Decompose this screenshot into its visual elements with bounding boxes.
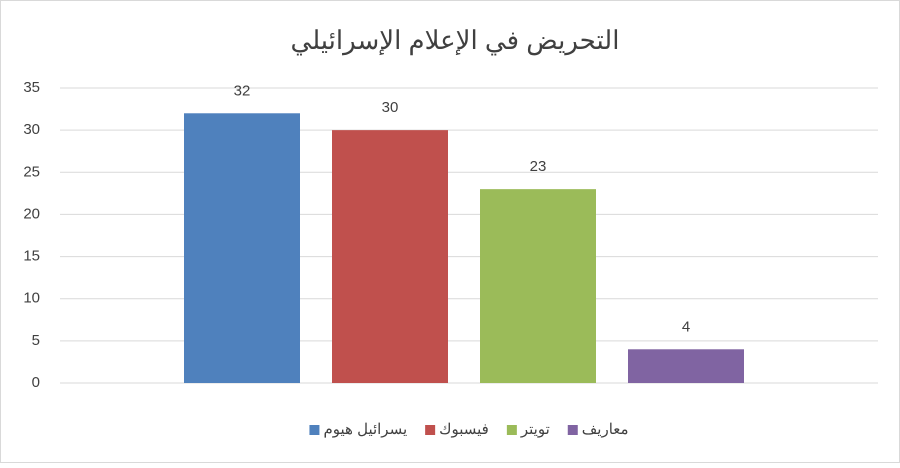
data-label: 4: [682, 318, 690, 335]
y-tick-label: 35: [23, 79, 40, 96]
bar: [480, 189, 596, 383]
data-label: 23: [530, 158, 547, 175]
legend-label: فيسبوك: [439, 421, 489, 438]
bar: [628, 349, 744, 383]
legend-swatch: [567, 425, 578, 435]
y-tick-label: 25: [23, 163, 40, 180]
data-label: 32: [234, 82, 251, 99]
data-label: 30: [382, 99, 399, 116]
bar: [184, 113, 300, 384]
y-tick-label: 10: [23, 290, 40, 307]
legend-label: تويتر: [520, 421, 550, 438]
legend-swatch: [425, 425, 436, 435]
y-tick-label: 20: [23, 205, 40, 222]
legend-label: يسرائيل هيوم: [323, 421, 407, 438]
chart-title: التحريض في الإعلام الإسرائيلي: [291, 25, 620, 56]
y-tick-label: 30: [23, 121, 40, 138]
y-tick-label: 5: [32, 332, 40, 349]
y-tick-label: 15: [23, 248, 40, 265]
legend-swatch: [506, 425, 517, 435]
y-tick-label: 0: [32, 374, 40, 391]
bar: [332, 130, 448, 383]
legend-label: معاريف: [582, 421, 629, 438]
legend-swatch: [309, 425, 320, 435]
